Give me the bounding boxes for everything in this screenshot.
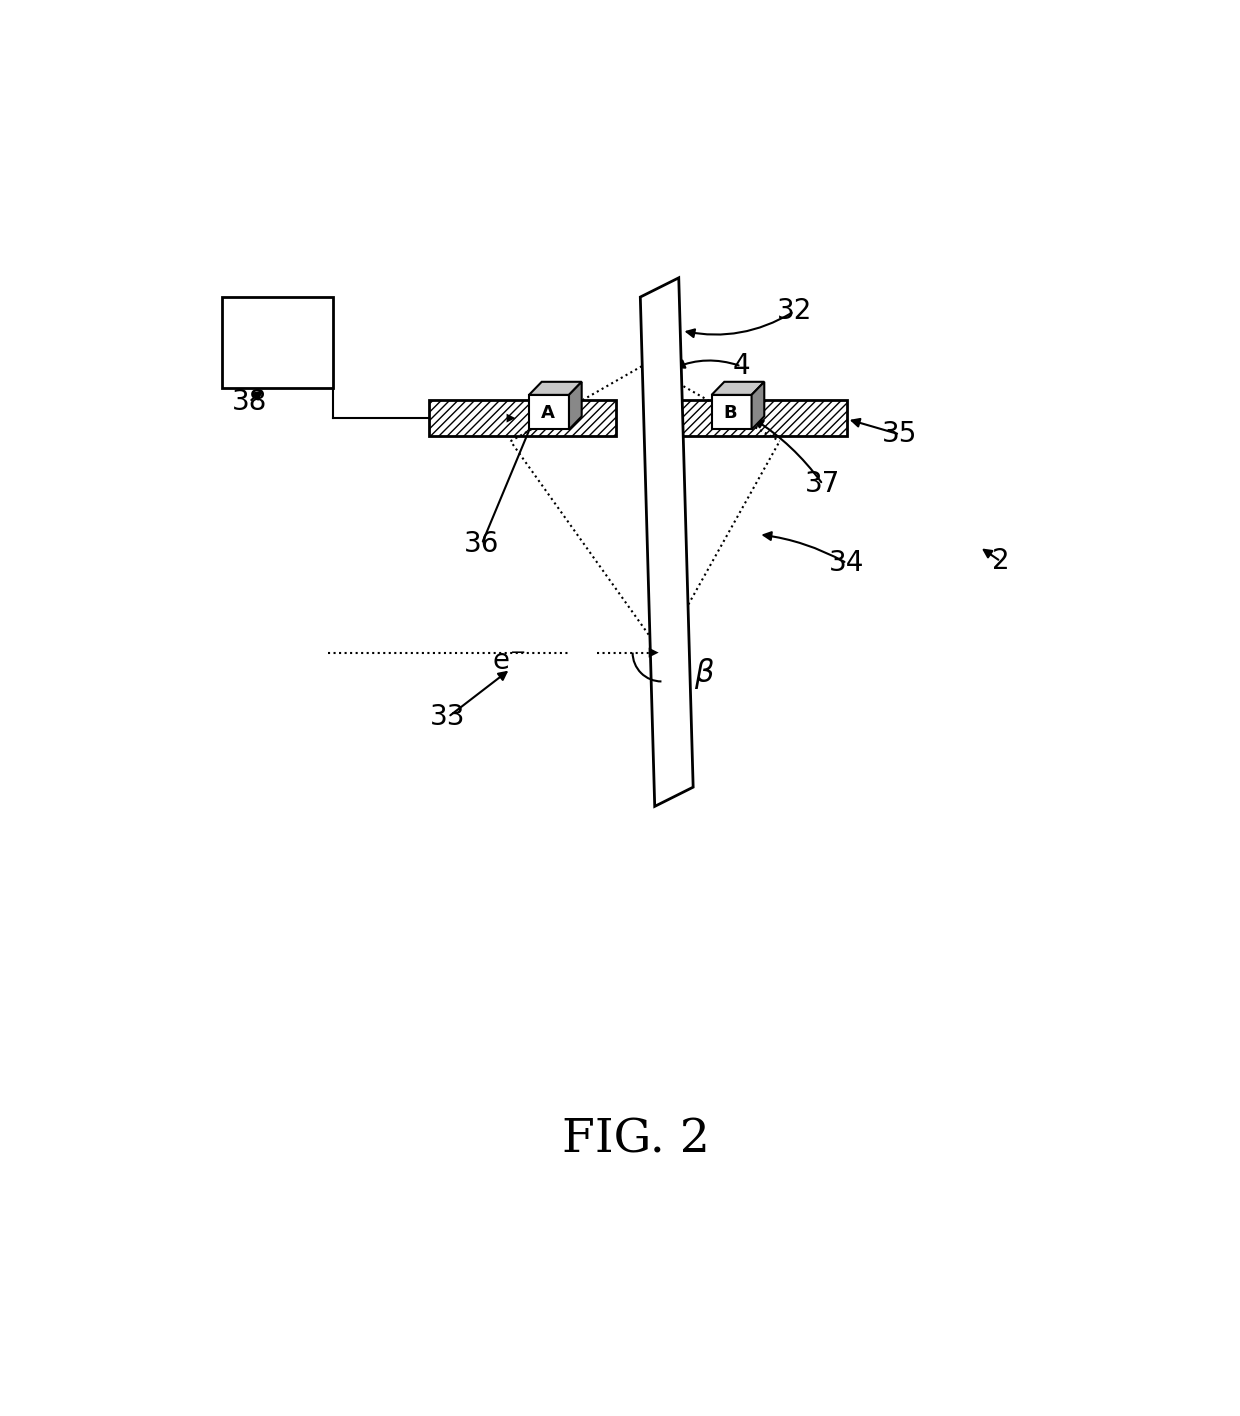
Polygon shape bbox=[569, 382, 582, 429]
Polygon shape bbox=[712, 382, 764, 395]
Text: 35: 35 bbox=[882, 421, 918, 449]
Polygon shape bbox=[640, 278, 693, 806]
Bar bbox=[429, 399, 616, 436]
Text: FIG. 2: FIG. 2 bbox=[562, 1117, 709, 1163]
Text: B: B bbox=[724, 405, 738, 422]
Text: 34: 34 bbox=[830, 549, 864, 578]
Bar bbox=[660, 399, 847, 436]
Bar bbox=[222, 297, 332, 388]
Text: $\beta$: $\beta$ bbox=[694, 656, 715, 691]
Text: 33: 33 bbox=[430, 702, 466, 731]
Polygon shape bbox=[712, 395, 751, 429]
Text: 37: 37 bbox=[805, 470, 841, 498]
Text: 36: 36 bbox=[464, 530, 500, 558]
Text: e$^{-}$: e$^{-}$ bbox=[492, 649, 526, 677]
Text: 4: 4 bbox=[733, 353, 750, 381]
Polygon shape bbox=[751, 382, 764, 429]
Polygon shape bbox=[529, 382, 582, 395]
Bar bbox=[660, 399, 847, 436]
Text: 38: 38 bbox=[232, 388, 267, 416]
Polygon shape bbox=[529, 395, 569, 429]
Text: 32: 32 bbox=[776, 297, 812, 326]
Text: A: A bbox=[541, 405, 554, 422]
Bar bbox=[429, 399, 616, 436]
Text: 2: 2 bbox=[992, 548, 1009, 575]
